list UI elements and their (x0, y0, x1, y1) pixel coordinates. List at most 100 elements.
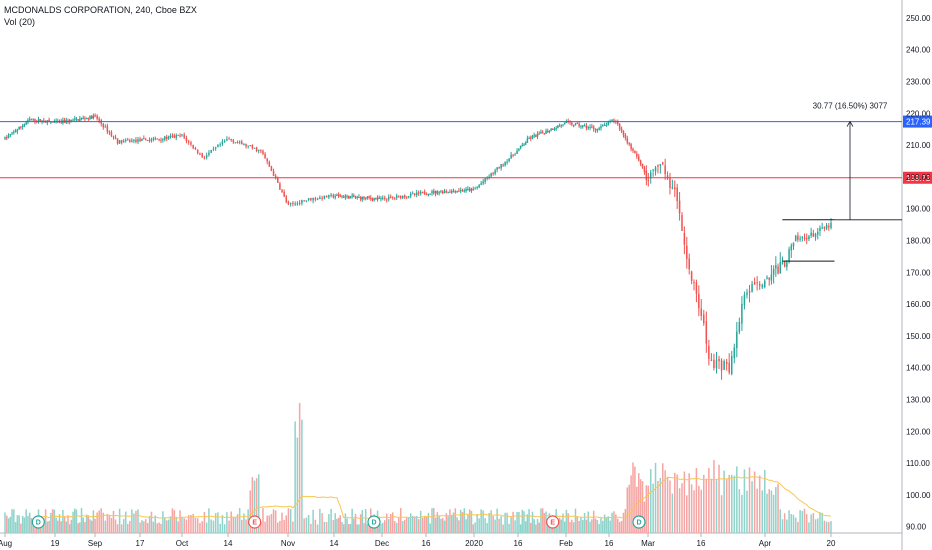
candle-body (510, 154, 512, 159)
volume-bar (196, 518, 199, 533)
candle-body (546, 130, 549, 132)
candle-body (548, 130, 551, 133)
volume-bar (401, 521, 404, 533)
candle-body (314, 198, 317, 200)
volume-bar (7, 518, 10, 533)
volume-bar (381, 522, 384, 533)
volume-bar (391, 512, 394, 533)
candle-body (661, 162, 664, 164)
candle-body (521, 145, 524, 147)
volume-bar (194, 517, 197, 533)
candle-body (790, 245, 793, 251)
candle-body (624, 134, 627, 139)
candle-body (705, 321, 708, 344)
candle-body (572, 125, 575, 127)
candle-body (371, 198, 374, 201)
candle-body (819, 227, 821, 232)
candle-body (830, 222, 832, 229)
volume-bar (63, 516, 66, 533)
time-tick-label: Feb (559, 539, 573, 548)
candle-body (788, 249, 790, 263)
candle-body (634, 150, 636, 154)
volume-bar (452, 512, 455, 533)
candle-body (799, 238, 801, 240)
candle-body (181, 134, 183, 136)
volume-bar (528, 509, 530, 533)
candle-body (4, 137, 6, 140)
candle-body (805, 237, 808, 240)
volume-bar (228, 520, 230, 533)
candle-body (359, 197, 362, 200)
volume-bar (812, 512, 815, 533)
candle-body (461, 190, 464, 192)
price-tick-label: 190.00 (906, 205, 931, 214)
volume-bar (764, 469, 766, 533)
volume-bar (797, 521, 799, 533)
candle-body (356, 196, 358, 198)
volume-bar (761, 490, 763, 533)
candle-body (683, 232, 686, 245)
candle-body (127, 139, 129, 141)
volume-bar (150, 511, 153, 533)
candle-body (279, 183, 281, 190)
candle-body (92, 115, 95, 119)
candle-body (14, 131, 17, 133)
volume-bar (626, 487, 629, 533)
candle-body (53, 121, 56, 123)
volume-bar (521, 509, 524, 533)
price-tick-label: 180.00 (906, 236, 931, 245)
candle-body (30, 119, 33, 121)
candle-body (370, 197, 372, 199)
candle-body (519, 145, 522, 149)
volume-bar (500, 516, 502, 533)
candle-body (555, 128, 557, 130)
candle-body (203, 157, 206, 159)
volume-bar (277, 522, 279, 533)
volume-bar (425, 516, 428, 533)
candle-body (441, 191, 444, 194)
volume-bar (463, 508, 466, 533)
candle-body (578, 123, 580, 127)
volume-bar (260, 521, 262, 533)
candle-body (289, 203, 292, 205)
volume-bar (504, 512, 506, 533)
candle-body (179, 135, 181, 137)
volume-bar (728, 474, 730, 533)
volume-bar (92, 510, 95, 533)
candle-body (175, 135, 177, 138)
time-tick-label: 16 (697, 539, 706, 548)
candle-body (25, 122, 27, 125)
volume-bar (403, 519, 406, 533)
candle-body (373, 198, 375, 201)
candle-body (274, 175, 277, 178)
candle-body (733, 347, 736, 359)
volume-bar (281, 512, 283, 533)
candle-body (718, 358, 720, 362)
volume-bar (783, 513, 786, 533)
candle-body (715, 359, 718, 369)
volume-bar (100, 508, 102, 533)
candle-body (23, 124, 26, 127)
candle-body (783, 261, 786, 267)
volume-bar (715, 480, 718, 533)
time-tick-label: 16 (514, 539, 523, 548)
candle-body (75, 118, 78, 120)
volume-bar (14, 522, 17, 533)
candle-body (768, 277, 770, 280)
candle-body (217, 144, 219, 148)
candle-body (287, 201, 290, 205)
volume-bar (415, 516, 418, 533)
candle-body (821, 227, 823, 229)
volume-bar (205, 522, 208, 533)
volume-bar (221, 515, 224, 533)
volume-bar (135, 510, 137, 533)
candle-body (9, 134, 12, 136)
candle-body (425, 194, 428, 196)
volume-bar (283, 519, 285, 533)
candle-body (270, 166, 273, 171)
volume-bar (703, 474, 705, 533)
candle-body (618, 123, 621, 130)
volume-bar (641, 481, 644, 533)
volume-bar (810, 514, 812, 533)
